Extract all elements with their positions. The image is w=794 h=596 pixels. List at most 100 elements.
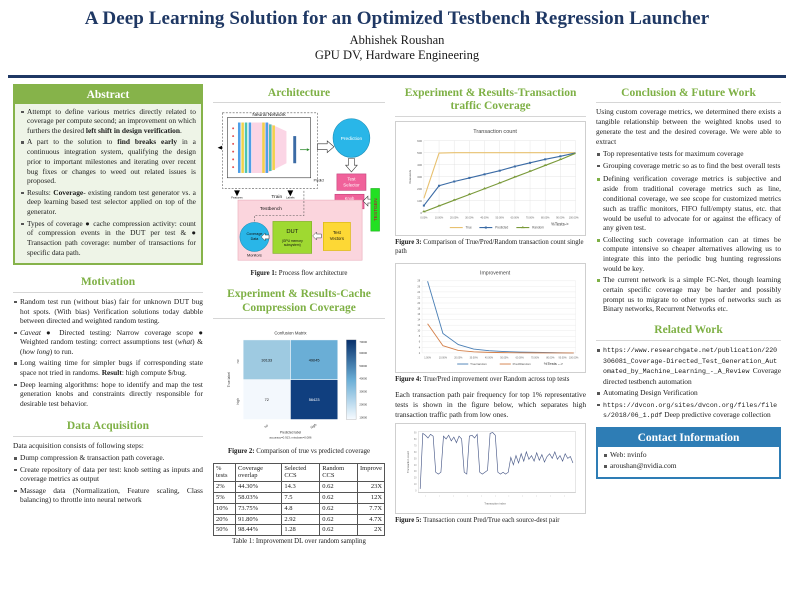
svg-text:Random: Random [532,226,544,230]
svg-text:30.00%: 30.00% [470,356,479,359]
svg-text:40: 40 [414,464,417,466]
svg-text:Test: Test [347,177,356,182]
figure-2-label: Figure 2: [228,447,255,455]
divider [13,291,203,293]
cell-selected: 4.8 [281,502,321,515]
svg-text:28: 28 [417,279,420,283]
cell-pct: 20% [212,513,237,526]
svg-text:70000: 70000 [359,340,367,344]
svg-text:high: high [310,422,318,429]
svg-text:no: no [236,359,240,363]
th-pct-tests: % tests [212,462,237,483]
conclusion-intro: Using custom coverage metrics, we determ… [596,107,782,146]
figure-3-chart: Transaction count 600 500 [395,121,587,237]
svg-text:600: 600 [417,139,422,143]
traffic-section-heading: Experiment & Results-Transaction traffic… [404,86,577,113]
svg-text:12: 12 [417,323,420,327]
figure-4-chart: Improvement 28 26 24 22 20 18 16 14 12 10 8 6 [395,262,587,373]
cell-improve: 12X [357,492,386,504]
svg-text:30133: 30133 [261,357,272,362]
cell-overlap: 73.75% [235,502,283,515]
related-work-list: https://www.researchgate.net/publication… [596,345,781,421]
list-item: Create repository of data per test: knob… [13,465,203,485]
th-improve: Improve [357,462,386,483]
table-row: 2% 44.30% 14.3 0.62 23X [212,481,386,494]
architecture-heading: Architecture [267,86,331,99]
table-header-row: % tests Coverage overlap Selected CCS Ra… [212,462,386,483]
related-work-heading: Related Work [654,324,723,337]
list-item: Defining verification coverage metrics i… [596,174,781,233]
figure-5-text: Transaction count Pred/True each source-… [423,516,560,524]
svg-text:no: no [263,423,268,429]
list-item: Results: Coverage- existing random test … [20,188,196,217]
cell-random: 0.62 [319,524,359,537]
table-row: 50% 98.44% 1.28 0.62 2X [212,524,386,537]
related-link-1[interactable]: https://www.researchgate.net/publication… [603,347,778,376]
svg-text:8: 8 [419,334,421,338]
column-architecture: Architecture Neural Network [208,84,390,578]
svg-text:Data: Data [251,237,260,241]
figure-4-label: Figure 4: [395,375,422,383]
figure-4-text: True/Pred improvement over Random across… [423,375,570,383]
svg-text:accuracy=0.913; misclass=0.086: accuracy=0.913; misclass=0.086 [269,435,311,439]
list-item: Dump compression & transaction path cove… [13,453,203,463]
list-item: The current network is a simple FC-Net, … [596,275,781,314]
svg-text:TESTGEN: TESTGEN [373,198,379,221]
svg-text:20000: 20000 [359,402,367,406]
conclusion-heading: Conclusion & Future Work [621,86,756,99]
svg-text:50.00%: 50.00% [496,217,505,220]
svg-text:90.00%: 90.00% [556,217,565,220]
svg-text:30.00%: 30.00% [465,217,474,220]
svg-text:80.00%: 80.00% [541,217,550,220]
list-item: Long waiting time for simpler bugs if co… [13,358,203,378]
related-note-3: Deep predictive coverage collection [664,410,771,420]
architecture-diagram: Neural Network [212,107,386,268]
svg-text:Predicted label: Predicted label [280,430,302,434]
figure-3-text: Comparison of True/Pred/Random transacti… [395,239,584,256]
svg-text:20: 20 [417,301,420,305]
list-item[interactable]: aroushan@nvidia.com [603,461,774,471]
svg-text:10: 10 [414,484,417,486]
cell-random: 0.62 [319,513,359,526]
svg-text:70.00%: 70.00% [526,217,535,220]
contact-heading: Contact Information [598,429,780,448]
svg-text:DUT: DUT [286,229,298,235]
svg-text:True: True [466,226,473,230]
related-note-1: Coverage directed testbench automation [603,366,782,387]
cell-overlap: 58.03% [235,492,283,504]
svg-text:Prediction: Prediction [341,136,363,142]
svg-text:40.00%: 40.00% [480,217,489,220]
th-random-ccs: Random CCS [319,462,359,483]
list-item: A part to the solution to find breaks ea… [20,137,196,186]
list-item: Grouping coverage metric so as to find t… [596,161,781,171]
svg-text:Pred/Random: Pred/Random [513,362,532,366]
cell-selected: 2.92 [281,513,321,526]
svg-text:60.00%: 60.00% [511,217,520,220]
svg-text:50: 50 [414,458,417,460]
svg-text:30000: 30000 [359,389,367,393]
author-affiliation: GPU DV, Hardware Engineering [314,48,480,63]
list-item: Caveat ● Directed testing: Narrow covera… [13,328,203,357]
svg-text:200: 200 [417,187,422,191]
svg-text:0.00%: 0.00% [420,217,428,220]
figure-5-label: Figure 5: [395,516,422,524]
motivation-heading: Motivation [80,276,136,289]
svg-text:40000: 40000 [359,377,367,381]
list-item: Top representative tests for maximum cov… [596,149,781,159]
svg-text:Labels: Labels [286,196,295,200]
svg-text:Predict: Predict [314,179,324,183]
svg-text:0: 0 [420,211,422,215]
svg-text:%Tests->: %Tests-> [551,222,569,227]
table-row: 5% 58.03% 7.5 0.62 12X [212,492,386,504]
cell-overlap: 91.80% [235,513,283,526]
svg-text:Neural Network: Neural Network [252,113,286,119]
related-link-3[interactable]: https://dvcon.org/sites/dvcon.org/files/… [603,401,778,420]
svg-text:300: 300 [417,175,422,179]
svg-text:500: 500 [417,151,422,155]
svg-text:Confusion Matrix: Confusion Matrix [274,330,307,335]
svg-text:Selector: Selector [343,183,360,188]
figure-5-caption: Figure 5: Transaction count Pred/True ea… [395,517,586,526]
svg-text:20: 20 [414,477,417,479]
list-item: Random test run (without bias) fair for … [13,297,203,326]
svg-text:100.00%: 100.00% [569,217,580,220]
